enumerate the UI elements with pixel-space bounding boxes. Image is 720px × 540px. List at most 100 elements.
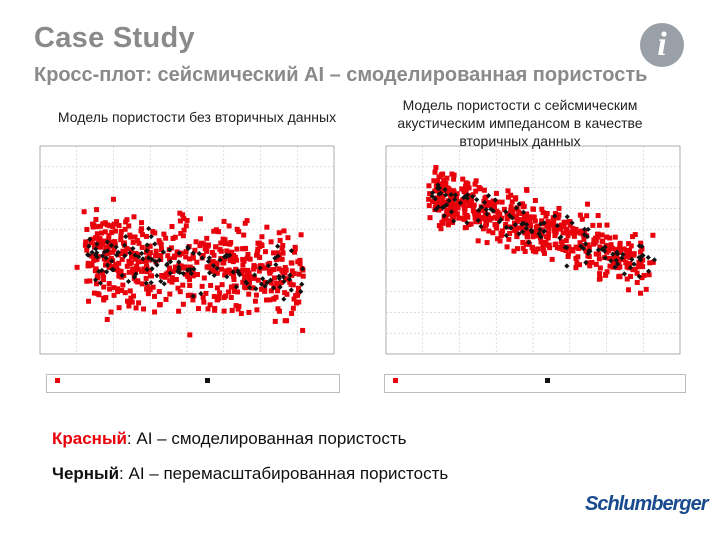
data-point <box>282 276 288 282</box>
data-point <box>81 209 87 215</box>
data-point <box>268 280 274 286</box>
data-point <box>255 277 261 283</box>
data-point <box>252 298 258 304</box>
data-point <box>133 305 139 311</box>
data-point <box>211 228 217 234</box>
data-point <box>624 264 630 270</box>
data-point <box>527 219 533 225</box>
data-point <box>144 248 150 254</box>
data-point <box>169 224 175 230</box>
data-point <box>610 251 616 257</box>
data-point <box>279 256 285 262</box>
data-point <box>297 257 303 263</box>
data-point <box>141 266 147 272</box>
data-point <box>647 260 653 266</box>
data-point <box>508 204 514 210</box>
data-point <box>102 229 108 235</box>
data-point <box>545 219 551 225</box>
data-point <box>181 227 187 233</box>
data-point <box>436 223 442 229</box>
data-point <box>618 250 624 256</box>
data-point <box>94 207 100 213</box>
data-point <box>550 222 556 228</box>
data-point <box>256 268 262 274</box>
data-point <box>262 283 268 289</box>
data-point <box>94 241 100 247</box>
data-point <box>212 307 218 313</box>
data-point <box>441 213 447 219</box>
data-point <box>180 233 186 239</box>
data-point <box>226 249 232 255</box>
data-point <box>272 275 278 281</box>
data-point <box>436 174 442 180</box>
data-point <box>158 252 164 258</box>
data-point <box>475 238 481 244</box>
data-point <box>495 236 501 242</box>
data-point <box>288 281 294 287</box>
data-point <box>267 260 273 266</box>
data-point <box>93 281 99 287</box>
data-point <box>104 239 111 245</box>
data-point <box>201 275 207 281</box>
data-point <box>509 199 515 205</box>
data-point <box>242 273 248 279</box>
data-point <box>223 293 229 299</box>
data-point <box>280 242 286 248</box>
data-point <box>242 220 248 226</box>
data-point <box>300 273 306 279</box>
data-point <box>172 264 178 270</box>
data-point <box>103 269 110 275</box>
data-point <box>178 263 184 269</box>
data-point <box>466 203 472 209</box>
data-point <box>123 234 129 240</box>
data-point <box>208 282 214 288</box>
data-point <box>591 241 597 247</box>
data-point <box>148 233 154 240</box>
data-point <box>88 240 94 246</box>
data-point <box>116 273 122 279</box>
data-point <box>209 249 215 255</box>
data-point <box>632 267 638 273</box>
data-point <box>525 228 531 234</box>
data-point <box>154 273 160 279</box>
data-point <box>246 291 252 297</box>
data-point <box>551 218 557 224</box>
data-point <box>241 258 247 264</box>
data-point <box>115 286 121 292</box>
data-point <box>452 192 458 198</box>
data-point <box>608 242 614 248</box>
data-point <box>454 211 460 217</box>
data-point <box>207 302 213 308</box>
data-point <box>530 232 536 238</box>
data-point <box>637 257 644 263</box>
data-point <box>83 239 89 245</box>
data-point <box>574 260 580 266</box>
data-point <box>570 225 576 231</box>
data-point <box>92 252 99 258</box>
data-point <box>183 249 189 255</box>
data-point <box>565 253 571 259</box>
data-point <box>493 224 499 230</box>
data-point <box>291 296 297 302</box>
data-point <box>244 218 250 224</box>
data-point <box>563 238 569 244</box>
data-point <box>135 259 141 265</box>
data-point <box>630 252 636 258</box>
data-point <box>638 260 644 266</box>
data-point <box>167 270 173 276</box>
data-point <box>498 233 504 239</box>
data-point <box>221 308 227 314</box>
data-point <box>552 211 558 217</box>
data-point <box>432 169 438 175</box>
data-point <box>121 242 128 248</box>
data-point <box>460 197 466 203</box>
data-point <box>288 260 294 266</box>
data-point <box>612 252 618 258</box>
data-point <box>449 196 455 202</box>
data-point <box>101 295 107 301</box>
data-point <box>585 226 591 232</box>
data-point <box>126 303 132 309</box>
data-point <box>558 239 564 245</box>
data-point <box>446 186 452 192</box>
data-point <box>604 222 610 228</box>
